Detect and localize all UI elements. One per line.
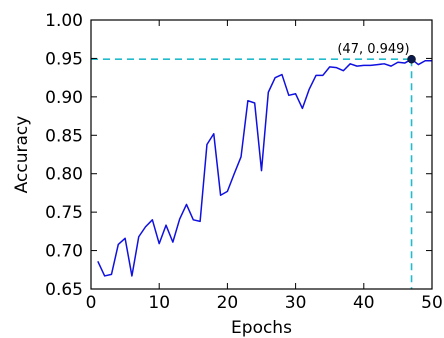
y-tick-label: 0.70: [45, 242, 83, 262]
highlight-guides: [91, 58, 413, 289]
y-tick-label: 0.90: [45, 88, 83, 108]
accuracy-series-line: [97, 58, 432, 277]
series-layer: [97, 58, 432, 277]
plot-frame: [90, 19, 433, 290]
y-axis-title: Accuracy: [12, 116, 32, 194]
x-tick-label: 20: [217, 293, 239, 313]
y-tick-label: 0.75: [45, 203, 83, 223]
y-tick-label: 1.00: [45, 11, 83, 31]
highlight-point: [407, 54, 416, 64]
y-tick-label: 0.80: [45, 165, 83, 185]
x-tick-label: 30: [285, 293, 307, 313]
x-tick-label: 0: [86, 293, 97, 313]
highlight-label: (47, 0.949): [337, 42, 409, 57]
y-tick-label: 0.85: [45, 126, 83, 146]
y-axis-ticks: 0.65 0.70 0.75 0.80 0.85 0.90 0.95 1.00: [45, 11, 432, 300]
x-tick-label: 50: [421, 293, 443, 313]
x-axis-ticks: 0 10 20 30 40 50: [86, 20, 443, 313]
highlight-layer: (47, 0.949): [337, 42, 416, 64]
x-tick-label: 10: [148, 293, 170, 313]
y-tick-label: 0.65: [45, 280, 83, 300]
x-tick-label: 40: [353, 293, 375, 313]
y-tick-label: 0.95: [45, 49, 83, 69]
x-axis-title: Epochs: [231, 318, 292, 338]
